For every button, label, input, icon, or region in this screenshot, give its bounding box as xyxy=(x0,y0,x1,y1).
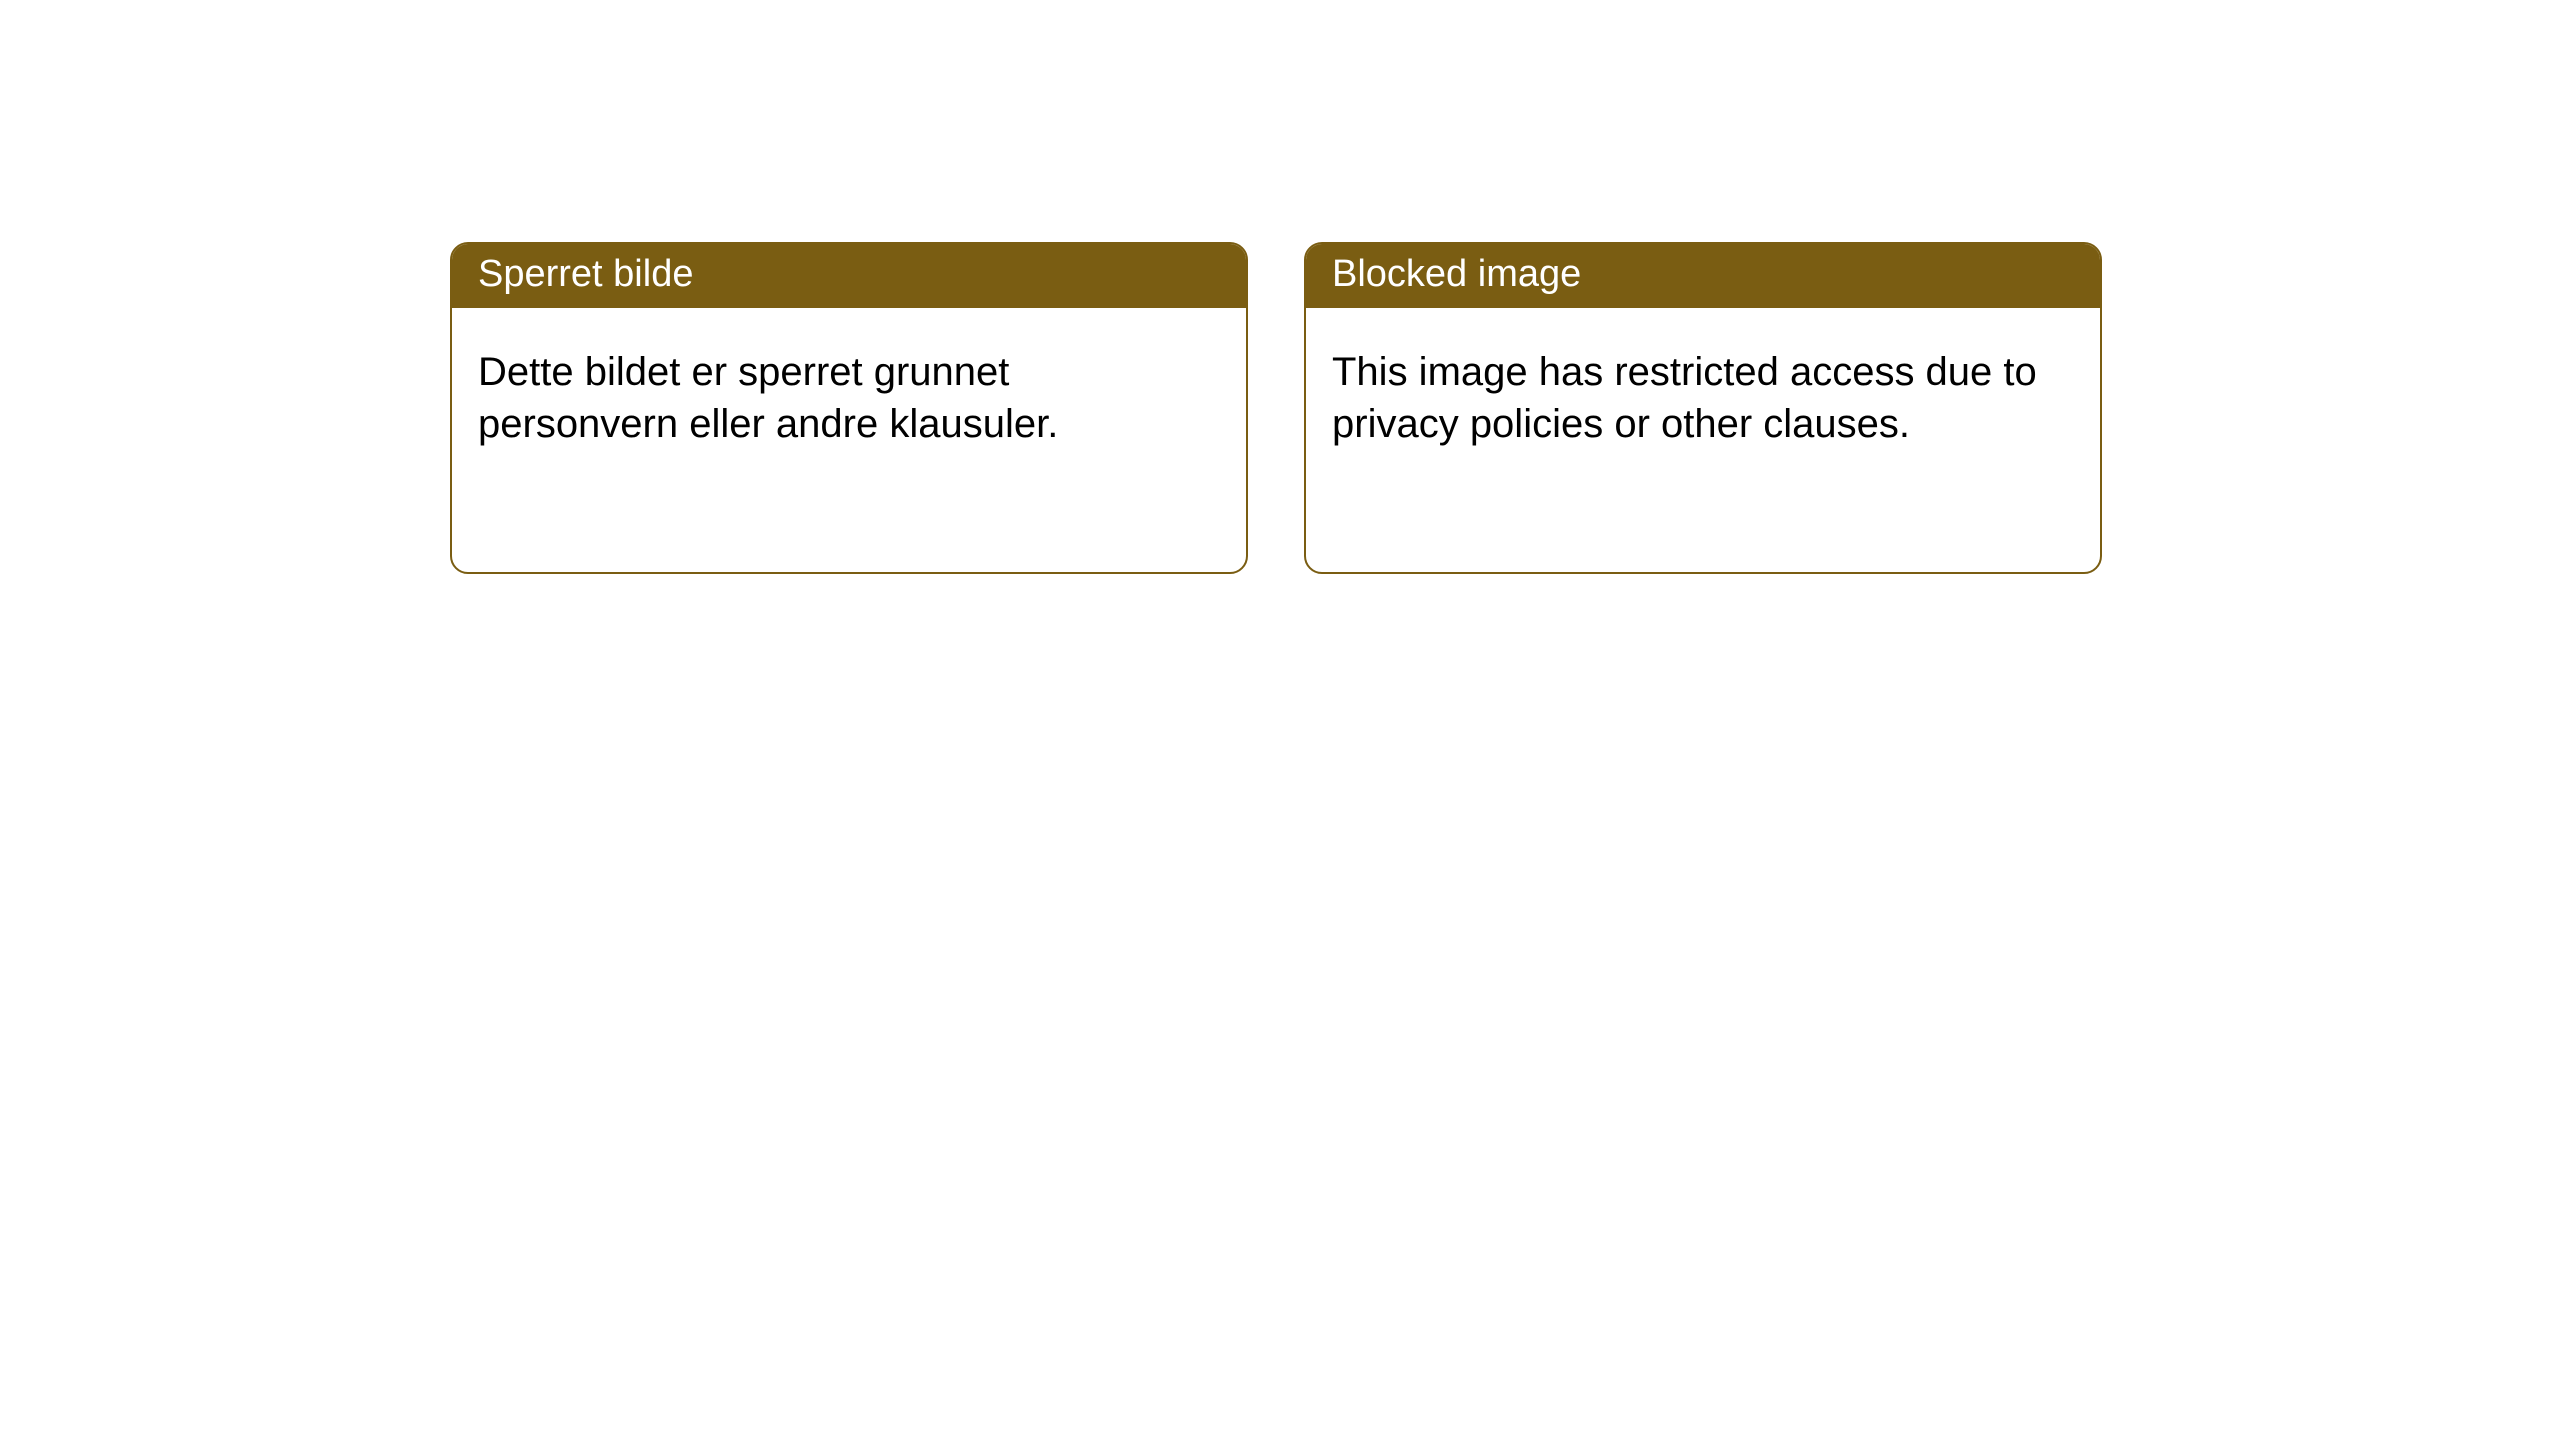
notice-header-no: Sperret bilde xyxy=(452,244,1246,308)
notice-header-en: Blocked image xyxy=(1306,244,2100,308)
notice-body-no: Dette bildet er sperret grunnet personve… xyxy=(452,308,1246,476)
notice-card-no: Sperret bilde Dette bildet er sperret gr… xyxy=(450,242,1248,574)
notice-body-en: This image has restricted access due to … xyxy=(1306,308,2100,476)
notice-card-en: Blocked image This image has restricted … xyxy=(1304,242,2102,574)
notice-container: Sperret bilde Dette bildet er sperret gr… xyxy=(0,0,2560,574)
